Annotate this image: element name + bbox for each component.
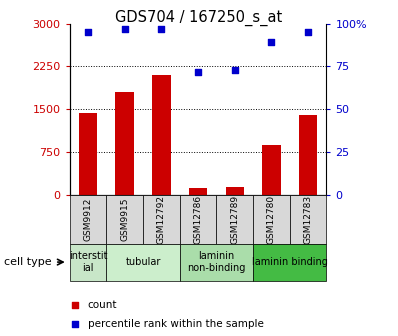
Bar bbox=[70, 195, 106, 244]
Bar bbox=[299, 116, 317, 195]
Bar bbox=[189, 188, 207, 195]
Text: GSM12789: GSM12789 bbox=[230, 195, 239, 244]
Bar bbox=[253, 244, 326, 281]
Bar bbox=[115, 92, 134, 195]
Text: percentile rank within the sample: percentile rank within the sample bbox=[88, 319, 263, 329]
Bar bbox=[290, 195, 326, 244]
Bar bbox=[79, 113, 97, 195]
Text: tubular: tubular bbox=[125, 257, 161, 267]
Bar bbox=[106, 244, 179, 281]
Text: GSM12792: GSM12792 bbox=[157, 195, 166, 244]
Bar bbox=[179, 244, 253, 281]
Text: laminin
non-binding: laminin non-binding bbox=[187, 251, 246, 273]
Text: GSM12783: GSM12783 bbox=[304, 195, 312, 244]
Text: GDS704 / 167250_s_at: GDS704 / 167250_s_at bbox=[115, 10, 283, 26]
Text: count: count bbox=[88, 300, 117, 310]
Text: GSM12786: GSM12786 bbox=[193, 195, 203, 244]
Text: laminin binding: laminin binding bbox=[252, 257, 328, 267]
Point bbox=[242, 203, 248, 208]
Point bbox=[121, 26, 128, 31]
Bar bbox=[106, 195, 143, 244]
Text: cell type: cell type bbox=[4, 257, 52, 267]
Bar bbox=[253, 195, 290, 244]
Point bbox=[195, 69, 201, 74]
Text: interstit
ial: interstit ial bbox=[69, 251, 107, 273]
Bar bbox=[70, 244, 106, 281]
Text: GSM9912: GSM9912 bbox=[84, 198, 92, 241]
Point bbox=[242, 32, 248, 37]
Bar bbox=[226, 187, 244, 195]
Point bbox=[85, 30, 91, 35]
Point bbox=[268, 40, 275, 45]
Bar bbox=[262, 145, 281, 195]
Bar bbox=[143, 195, 179, 244]
Text: GSM9915: GSM9915 bbox=[120, 198, 129, 241]
Bar bbox=[217, 195, 253, 244]
Bar bbox=[152, 75, 170, 195]
Bar bbox=[179, 195, 217, 244]
Text: GSM12780: GSM12780 bbox=[267, 195, 276, 244]
Point bbox=[305, 30, 311, 35]
Point bbox=[158, 26, 164, 31]
Point bbox=[232, 67, 238, 73]
